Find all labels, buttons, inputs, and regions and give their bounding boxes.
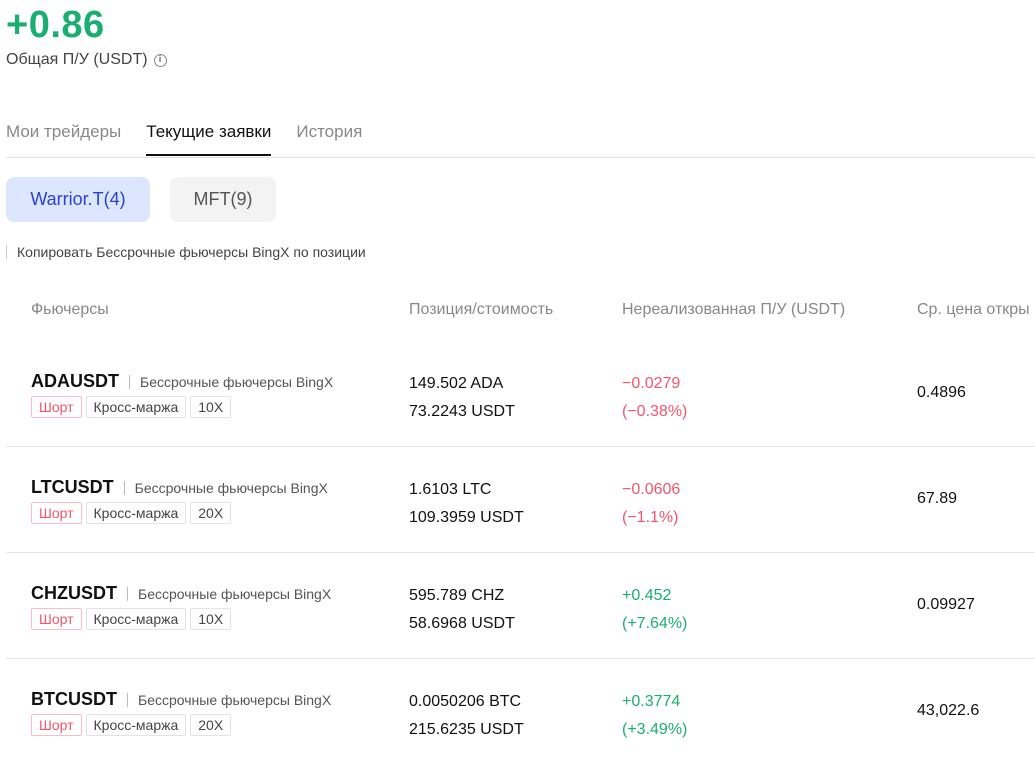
- symbol-name: LTCUSDT: [31, 477, 114, 497]
- side-tag: Шорт: [31, 714, 82, 736]
- position-size: 0.0050206 BTC: [409, 693, 522, 710]
- avg-price: 0.4896: [917, 384, 966, 401]
- trader-chip-mft[interactable]: MFT(9): [170, 177, 276, 222]
- pnl-percent: (−1.1%): [622, 509, 679, 526]
- table-row[interactable]: BTCUSDT Бессрочные фьючерсы BingX Шорт К…: [6, 659, 1035, 764]
- position-cell: 149.502 ADA 73.2243 USDT: [409, 370, 515, 426]
- avg-price: 0.09927: [917, 596, 975, 613]
- avg-price: 67.89: [917, 490, 958, 507]
- symbol-divider: [127, 586, 128, 601]
- position-size: 149.502 ADA: [409, 375, 504, 392]
- side-tag: Шорт: [31, 396, 82, 418]
- tags: Шорт Кросс-маржа 10X: [31, 608, 232, 630]
- margin-tag: Кросс-маржа: [85, 396, 187, 418]
- position-cell: 0.0050206 BTC 215.6235 USDT: [409, 688, 524, 744]
- tags: Шорт Кросс-маржа 20X: [31, 502, 232, 524]
- total-pnl-label-text: Общая П/У (USDT): [6, 51, 148, 68]
- symbol-divider: [123, 480, 125, 495]
- pnl-value: +0.3774: [622, 693, 681, 710]
- copy-notice-text: Копировать Бессрочные фьючерсы BingX по …: [17, 244, 366, 260]
- trader-filter: Warrior.T(4) MFT(9): [6, 177, 276, 222]
- positions-table: ADAUSDT Бессрочные фьючерсы BingX Шорт К…: [6, 341, 1035, 764]
- copy-notice: Копировать Бессрочные фьючерсы BingX по …: [6, 244, 366, 260]
- tab-history[interactable]: История: [296, 122, 363, 141]
- position-cell: 1.6103 LTC 109.3959 USDT: [409, 476, 524, 532]
- trader-chip-warrior[interactable]: Warrior.T(4): [6, 177, 150, 222]
- tabs-bar: Мои трейдеры Текущие заявки История: [6, 110, 1035, 158]
- table-row[interactable]: LTCUSDT Бессрочные фьючерсы BingX Шорт К…: [6, 447, 1035, 553]
- avg-price: 43,022.6: [917, 702, 980, 719]
- position-size: 595.789 CHZ: [409, 587, 505, 604]
- position-value: 109.3959 USDT: [409, 509, 524, 526]
- symbol-desc: Бессрочные фьючерсы BingX: [134, 479, 328, 496]
- tab-current-orders[interactable]: Текущие заявки: [146, 110, 272, 156]
- leverage-tag: 10X: [190, 396, 232, 418]
- tags: Шорт Кросс-маржа 20X: [31, 714, 232, 736]
- pnl-value: −0.0606: [622, 481, 681, 498]
- pnl-cell: +0.452 (+7.64%): [622, 582, 687, 638]
- symbol-name: ADAUSDT: [31, 371, 119, 391]
- pnl-percent: (+3.49%): [622, 721, 688, 738]
- side-tag: Шорт: [31, 502, 82, 524]
- table-row[interactable]: CHZUSDT Бессрочные фьючерсы BingX Шорт К…: [6, 553, 1035, 659]
- info-icon[interactable]: i: [153, 53, 167, 67]
- leverage-tag: 20X: [190, 714, 232, 736]
- col-position: Позиция/стоимость: [409, 301, 554, 318]
- pnl-cell: +0.3774 (+3.49%): [622, 688, 687, 744]
- pnl-cell: −0.0279 (−0.38%): [622, 370, 687, 426]
- pnl-percent: (−0.38%): [622, 403, 688, 420]
- margin-tag: Кросс-маржа: [85, 714, 187, 736]
- col-avg-open-price: Ср. цена откры: [917, 301, 1030, 318]
- position-value: 73.2243 USDT: [409, 403, 515, 420]
- tags: Шорт Кросс-маржа 10X: [31, 396, 232, 418]
- pnl-value: +0.452: [622, 587, 672, 604]
- total-pnl-label: Общая П/У (USDT) i: [6, 51, 167, 69]
- symbol-desc: Бессрочные фьючерсы BingX: [140, 373, 334, 390]
- symbol-name: BTCUSDT: [31, 689, 117, 709]
- total-pnl-value: +0.86: [6, 4, 105, 46]
- pnl-cell: −0.0606 (−1.1%): [622, 476, 680, 532]
- tab-my-traders[interactable]: Мои трейдеры: [6, 122, 122, 141]
- symbol-divider: [127, 692, 128, 707]
- symbol-name: CHZUSDT: [31, 583, 117, 603]
- leverage-tag: 20X: [190, 502, 232, 524]
- symbol-divider: [129, 374, 130, 389]
- symbol-desc: Бессрочные фьючерсы BingX: [138, 691, 332, 708]
- side-tag: Шорт: [31, 608, 82, 630]
- symbol-cell: LTCUSDT Бессрочные фьючерсы BingX: [31, 477, 328, 498]
- position-value: 215.6235 USDT: [409, 721, 524, 738]
- pnl-value: −0.0279: [622, 375, 681, 392]
- margin-tag: Кросс-маржа: [85, 502, 187, 524]
- symbol-cell: BTCUSDT Бессрочные фьючерсы BingX: [31, 689, 331, 710]
- margin-tag: Кросс-маржа: [85, 608, 187, 630]
- pnl-percent: (+7.64%): [622, 615, 688, 632]
- leverage-tag: 10X: [190, 608, 232, 630]
- symbol-desc: Бессрочные фьючерсы BingX: [138, 585, 332, 602]
- col-futures: Фьючерсы: [31, 301, 109, 318]
- position-cell: 595.789 CHZ 58.6968 USDT: [409, 582, 515, 638]
- col-unrealized-pnl: Нереализованная П/У (USDT): [622, 301, 846, 318]
- notice-divider: [6, 245, 7, 259]
- symbol-cell: ADAUSDT Бессрочные фьючерсы BingX: [31, 371, 333, 392]
- symbol-cell: CHZUSDT Бессрочные фьючерсы BingX: [31, 583, 331, 604]
- position-size: 1.6103 LTC: [409, 481, 492, 498]
- table-row[interactable]: ADAUSDT Бессрочные фьючерсы BingX Шорт К…: [6, 341, 1035, 447]
- position-value: 58.6968 USDT: [409, 615, 515, 632]
